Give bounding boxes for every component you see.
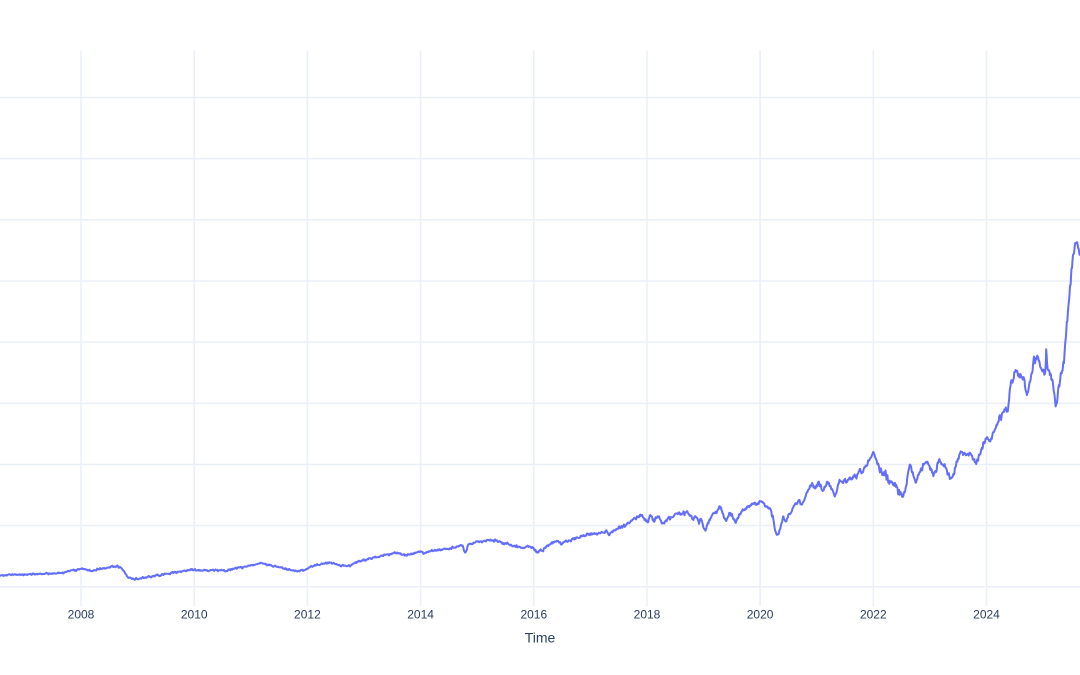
svg-text:2024: 2024 bbox=[973, 608, 1000, 622]
svg-text:2012: 2012 bbox=[294, 608, 321, 622]
svg-text:2016: 2016 bbox=[520, 608, 547, 622]
svg-text:2008: 2008 bbox=[68, 608, 95, 622]
svg-text:2022: 2022 bbox=[860, 608, 887, 622]
svg-text:Time: Time bbox=[525, 630, 556, 646]
svg-text:2014: 2014 bbox=[407, 608, 434, 622]
svg-text:2018: 2018 bbox=[634, 608, 661, 622]
svg-text:2010: 2010 bbox=[181, 608, 208, 622]
svg-text:2020: 2020 bbox=[747, 608, 774, 622]
